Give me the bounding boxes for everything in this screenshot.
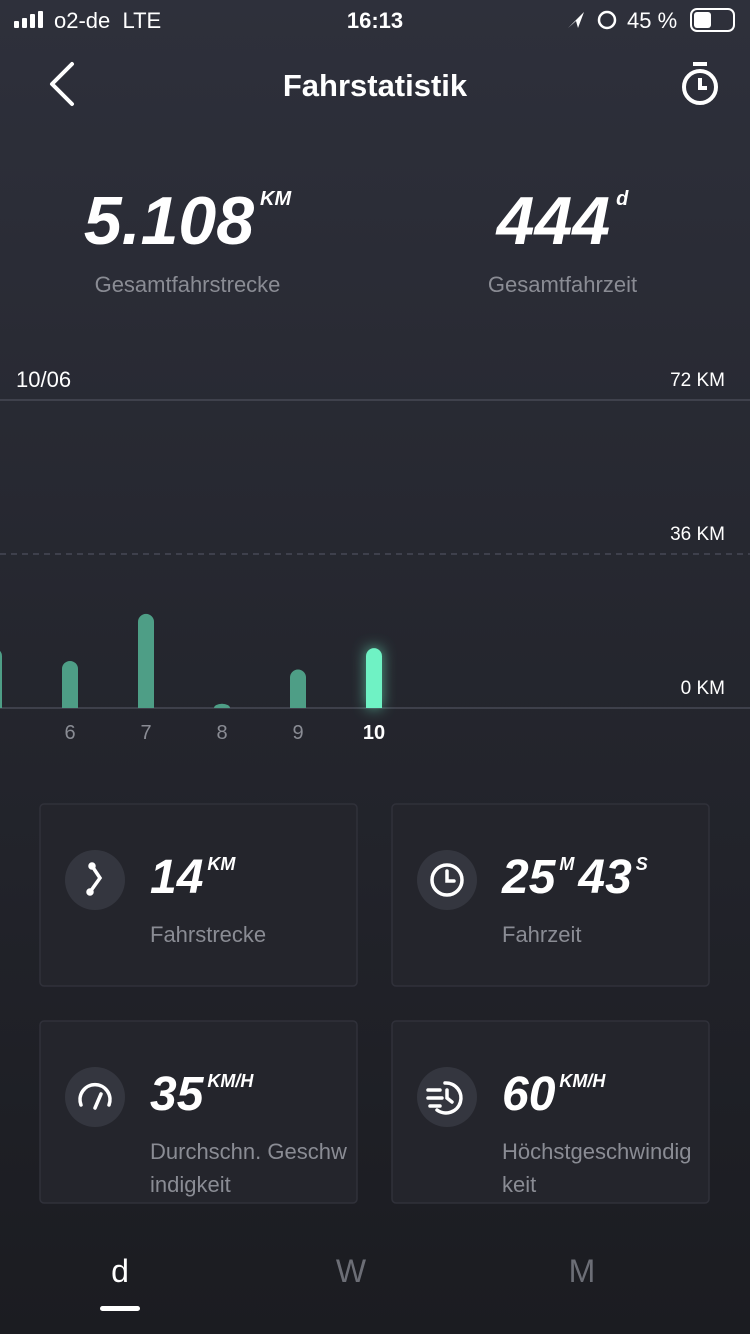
- summary-value: 5.108 KM: [0, 182, 375, 260]
- alarm-icon: [597, 10, 617, 30]
- value: 444: [496, 183, 611, 259]
- tab[interactable]: d: [111, 1253, 129, 1289]
- bar: [290, 669, 306, 708]
- unit: d: [616, 188, 629, 210]
- bar: [0, 650, 2, 708]
- x-tick-label: 8: [216, 722, 227, 744]
- summary-label: Gesamtfahrzeit: [487, 272, 638, 297]
- x-tick-label: 7: [140, 722, 151, 744]
- period-label: 10/06: [16, 367, 72, 392]
- y-tick-label: 72 KM: [670, 370, 725, 391]
- carrier: o2-de LTE: [54, 8, 161, 34]
- unit: KM: [260, 188, 292, 210]
- bar: [366, 648, 382, 708]
- tab-indicator: [100, 1306, 140, 1311]
- signal-icon: [14, 11, 43, 28]
- unit: S: [635, 854, 648, 874]
- unit: KM: [207, 854, 236, 874]
- summary-value: 444 d: [375, 182, 750, 260]
- card-label: Durchschn. Geschwindigkeit: [150, 1139, 347, 1197]
- location-icon: [568, 12, 584, 28]
- card-icon-glyphs: [78, 862, 464, 1115]
- bar: [138, 613, 154, 708]
- battery-icon: [690, 8, 735, 32]
- value: 5.108: [83, 183, 255, 259]
- time: 16:13: [346, 8, 404, 33]
- carrier-name: o2-de: [54, 8, 111, 33]
- battery-percent: 45 %: [627, 8, 678, 33]
- bar: [214, 703, 230, 708]
- card-value: 35 KM/H: [150, 1067, 257, 1122]
- x-tick-label: 6: [64, 722, 75, 744]
- network: LTE: [122, 8, 162, 33]
- card-label: Fahrzeit: [502, 922, 582, 947]
- value: 43: [578, 851, 632, 904]
- battery-level: [694, 12, 711, 28]
- tab[interactable]: W: [335, 1253, 367, 1289]
- value: 14: [150, 851, 204, 904]
- value: 25: [502, 851, 556, 904]
- unit: KM/H: [207, 1071, 254, 1091]
- x-tick-label: 10: [363, 722, 385, 744]
- value: 60: [502, 1068, 556, 1121]
- tab[interactable]: M: [568, 1253, 596, 1289]
- card-label: Fahrstrecke: [150, 922, 267, 947]
- y-tick-label: 36 KM: [670, 524, 725, 545]
- card-value: 60 KM/H: [502, 1067, 609, 1122]
- stat-cards: [39, 803, 710, 1204]
- card-value: 25 M43 S: [502, 850, 652, 905]
- back-button[interactable]: [50, 62, 74, 106]
- unit: M: [559, 854, 575, 874]
- y-tick-label: 0 KM: [681, 678, 725, 699]
- bar: [62, 660, 78, 708]
- card-value: 14 KM: [150, 850, 239, 905]
- value: 35: [150, 1068, 204, 1121]
- summary-label: Gesamtfahrstrecke: [94, 272, 281, 297]
- card-label: Höchstgeschwindigkeit: [502, 1139, 692, 1197]
- timer-button[interactable]: [682, 62, 718, 105]
- x-tick-label: 9: [292, 722, 303, 744]
- unit: KM/H: [559, 1071, 606, 1091]
- page-title: Fahrstatistik: [282, 68, 468, 103]
